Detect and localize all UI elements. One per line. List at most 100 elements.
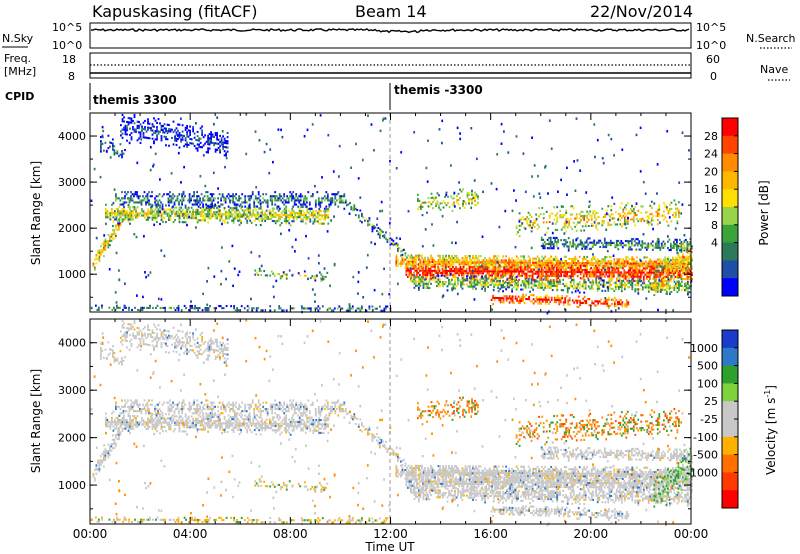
scatter-cell: [586, 214, 589, 217]
scatter-cell: [662, 271, 665, 274]
scatter-cell: [469, 285, 471, 288]
scatter-cell: [489, 262, 492, 265]
scatter-cell: [169, 195, 171, 198]
scatter-cell: [584, 266, 587, 269]
scatter-cell: [189, 210, 191, 213]
scatter-cell: [457, 199, 460, 202]
scatter-cell: [553, 296, 556, 299]
scatter-cell: [255, 213, 258, 216]
scatter-cell: [545, 272, 548, 275]
scatter-cell: [540, 264, 543, 267]
scatter-cell: [135, 208, 137, 211]
scatter-cell: [289, 216, 292, 219]
scatter-cell: [595, 226, 598, 229]
scatter-cell: [188, 199, 191, 202]
scatter-cell: [415, 276, 417, 279]
scatter-cell: [165, 135, 167, 138]
scatter-cell: [94, 258, 96, 261]
scatter-cell: [175, 212, 178, 215]
scatter-cell: [213, 206, 215, 209]
scatter-cell: [266, 205, 269, 208]
scatter-cell: [195, 139, 197, 142]
scatter-cell: [114, 218, 116, 221]
scatter-cell: [583, 219, 586, 222]
scatter-cell: [617, 239, 620, 242]
scatter-cell: [305, 197, 308, 200]
scatter-cell: [198, 145, 200, 148]
scatter-cell: [596, 289, 599, 292]
scatter-cell: [482, 285, 485, 288]
scatter-cell: [565, 230, 568, 233]
scatter-cell: [687, 291, 689, 294]
scatter-cell: [436, 200, 439, 203]
scatter-cell: [641, 242, 644, 245]
freq-label-2: [MHz]: [4, 65, 36, 78]
scatter-cell: [440, 272, 442, 275]
scatter-cell: [539, 213, 542, 216]
scatter-cell: [130, 136, 133, 139]
scatter-cell: [459, 207, 461, 210]
scatter-cell: [453, 193, 455, 196]
scatter-cell: [570, 266, 573, 269]
scatter-cell: [211, 195, 213, 198]
scatter-cell: [515, 278, 517, 281]
scatter-cell: [667, 256, 670, 259]
scatter-cell: [206, 307, 208, 310]
scatter-cell: [613, 281, 616, 284]
scatter-cell: [564, 273, 567, 276]
scatter-cell: [241, 209, 244, 212]
scatter-cell: [104, 246, 107, 249]
scatter-cell: [664, 216, 667, 219]
scatter-cell: [607, 289, 610, 292]
scatter-cell: [605, 265, 608, 268]
scatter-cell: [457, 277, 459, 280]
scatter-cell: [556, 218, 559, 221]
scatter-cell: [506, 270, 508, 273]
scatter-cell: [435, 269, 438, 272]
scatter-cell: [569, 217, 572, 220]
scatter-cell: [514, 261, 516, 264]
scatter-cell: [533, 261, 536, 264]
scatter-cell: [569, 281, 572, 284]
scatter-cell: [497, 268, 499, 271]
scatter-cell: [266, 201, 269, 204]
scatter-cell: [682, 262, 685, 265]
scatter-cell: [622, 210, 625, 213]
scatter-cell: [638, 218, 641, 221]
scatter-cell: [177, 214, 179, 217]
scatter-cell: [498, 270, 501, 273]
scatter-cell: [122, 203, 125, 206]
scatter-cell: [416, 273, 418, 276]
scatter-cell: [190, 217, 193, 220]
scatter-cell: [169, 128, 172, 131]
scatter-cell: [547, 284, 550, 287]
scatter-cell: [617, 271, 620, 274]
scatter-cell: [315, 210, 318, 213]
scatter-cell: [371, 228, 374, 231]
scatter-cell: [187, 135, 190, 138]
scatter-cell: [596, 267, 599, 270]
scatter-cell: [620, 290, 623, 293]
scatter-cell: [252, 211, 255, 214]
scatter-cell: [206, 191, 209, 194]
scatter-cell: [559, 301, 562, 304]
scatter-cell: [530, 274, 532, 277]
scatter-cell: [517, 265, 519, 268]
scatter-cell: [535, 284, 537, 287]
scatter-cell: [529, 300, 532, 303]
scatter-cell: [596, 228, 599, 231]
scatter-cell: [172, 143, 175, 146]
scatter-cell: [217, 201, 219, 204]
scatter-cell: [621, 246, 624, 249]
scatter-cell: [214, 142, 217, 145]
scatter-cell: [491, 263, 494, 266]
scatter-cell: [631, 218, 634, 221]
scatter-cell: [187, 199, 189, 202]
scatter-cell: [435, 204, 437, 207]
scatter-cell: [542, 221, 545, 224]
scatter-cell: [434, 269, 436, 272]
scatter-cell: [661, 214, 664, 217]
scatter-cell: [265, 201, 268, 204]
scatter-cell: [129, 208, 131, 211]
scatter-cell: [494, 274, 496, 277]
